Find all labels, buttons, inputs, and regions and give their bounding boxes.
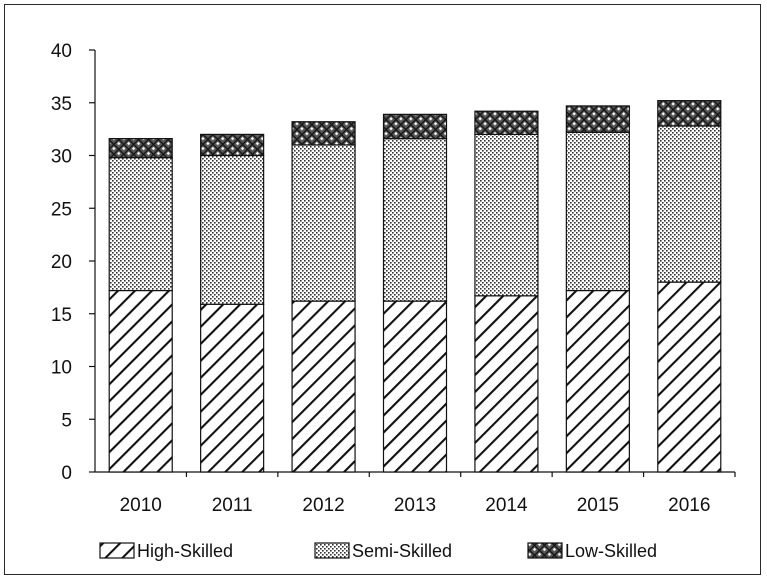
bar-semi-skilled-2013 <box>382 138 448 302</box>
bar-low-skilled-2015 <box>565 105 630 133</box>
bar-high-skilled-2013 <box>382 300 448 473</box>
bar-semi-skilled-2011 <box>200 154 265 305</box>
legend: High-Skilled Semi-Skilled Low-Skilled <box>99 541 657 561</box>
bar-low-skilled-2010 <box>108 138 173 159</box>
legend-label-semi-skilled: Semi-Skilled <box>352 541 452 561</box>
bar-low-skilled-2016 <box>657 100 722 127</box>
y-tick-label: 20 <box>51 252 72 273</box>
bar-low-skilled-2012 <box>291 121 356 146</box>
bar-low-skilled-2011 <box>200 133 265 157</box>
tick-labels: 0 5 10 15 20 25 30 35 40 2010 2011 2012 2013 2014 2015… <box>51 41 711 516</box>
legend-swatch-low-skilled <box>527 542 563 559</box>
bar-semi-skilled-2012 <box>291 144 356 302</box>
legend-label-low-skilled: Low-Skilled <box>565 541 657 561</box>
bar-low-skilled-2014 <box>474 110 539 136</box>
bar-high-skilled-2011 <box>200 303 265 473</box>
x-tick-label: 2015 <box>577 495 619 516</box>
y-tick-label: 0 <box>61 463 72 484</box>
bar-semi-skilled-2014 <box>474 133 539 297</box>
legend-swatch-high-skilled <box>99 542 135 559</box>
x-tick-label: 2010 <box>120 495 162 516</box>
legend-label-high-skilled: High-Skilled <box>137 541 233 561</box>
chart-frame <box>4 4 761 575</box>
legend-swatch-semi-skilled <box>314 542 350 559</box>
bar-semi-skilled-2010 <box>108 157 173 292</box>
x-tick-label: 2011 <box>212 495 253 516</box>
x-tick-label: 2016 <box>668 495 710 516</box>
y-tick-label: 25 <box>51 199 72 220</box>
y-tick-label: 10 <box>51 358 72 379</box>
bar-high-skilled-2010 <box>108 289 173 473</box>
bar-low-skilled-2013 <box>382 113 448 140</box>
x-tick-label: 2012 <box>302 495 344 516</box>
bar-semi-skilled-2015 <box>565 131 630 292</box>
x-tick-label: 2014 <box>485 495 528 516</box>
y-tick-label: 40 <box>51 41 72 62</box>
y-tick-label: 5 <box>61 410 72 431</box>
y-tick-label: 30 <box>51 147 72 168</box>
bar-high-skilled-2015 <box>565 289 630 473</box>
x-tick-label: 2013 <box>394 495 436 516</box>
bar-high-skilled-2012 <box>291 300 356 473</box>
y-tick-label: 15 <box>51 305 72 326</box>
bar-high-skilled-2016 <box>657 281 722 473</box>
y-tick-label: 35 <box>51 94 72 115</box>
bar-high-skilled-2014 <box>474 295 539 473</box>
bar-semi-skilled-2016 <box>657 125 722 283</box>
bars <box>108 100 722 473</box>
